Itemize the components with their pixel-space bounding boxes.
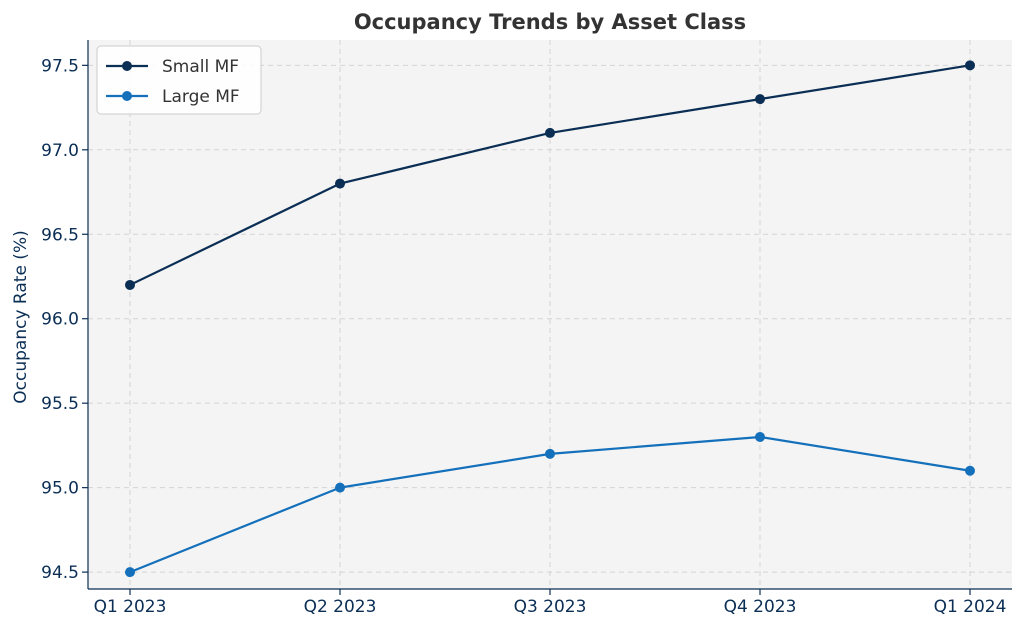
data-point [545,448,555,459]
data-point [125,279,135,290]
data-point [125,567,135,578]
data-point [965,60,975,71]
y-tick-label: 94.5 [41,563,79,583]
legend-marker [122,91,132,101]
data-point [545,127,555,138]
x-tick-label: Q3 2023 [514,597,587,617]
grid-lines [88,40,1012,589]
series-large-mf [125,431,975,578]
x-tick-label: Q1 2023 [94,597,167,617]
data-point [755,431,765,442]
series-layer [125,60,975,578]
chart-title: Occupancy Trends by Asset Class [354,10,746,34]
y-tick-label: 96.5 [41,225,79,245]
y-axis-ticks: 94.5 95.0 95.5 96.0 96.5 97.0 97.5 [41,56,88,583]
legend-label: Large MF [162,87,240,107]
series-small-mf [125,60,975,290]
data-point [965,465,975,476]
x-tick-label: Q1 2024 [934,597,1007,617]
legend: Small MF Large MF [96,45,262,115]
y-tick-label: 96.0 [41,310,79,330]
y-tick-label: 97.5 [41,56,79,76]
y-tick-label: 95.0 [41,479,79,499]
data-point [755,94,765,105]
x-axis-ticks: Q1 2023 Q2 2023 Q3 2023 Q4 2023 Q1 2024 [94,589,1007,617]
y-axis-label: Occupancy Rate (%) [11,230,31,403]
data-point [335,482,345,493]
y-tick-label: 95.5 [41,394,79,414]
legend-item: Large MF [106,87,240,107]
legend-label: Small MF [162,57,239,77]
legend-marker [122,61,132,71]
x-tick-label: Q4 2023 [724,597,797,617]
x-tick-label: Q2 2023 [304,597,377,617]
data-point [335,178,345,189]
legend-item: Small MF [106,57,239,77]
y-tick-label: 97.0 [41,141,79,161]
